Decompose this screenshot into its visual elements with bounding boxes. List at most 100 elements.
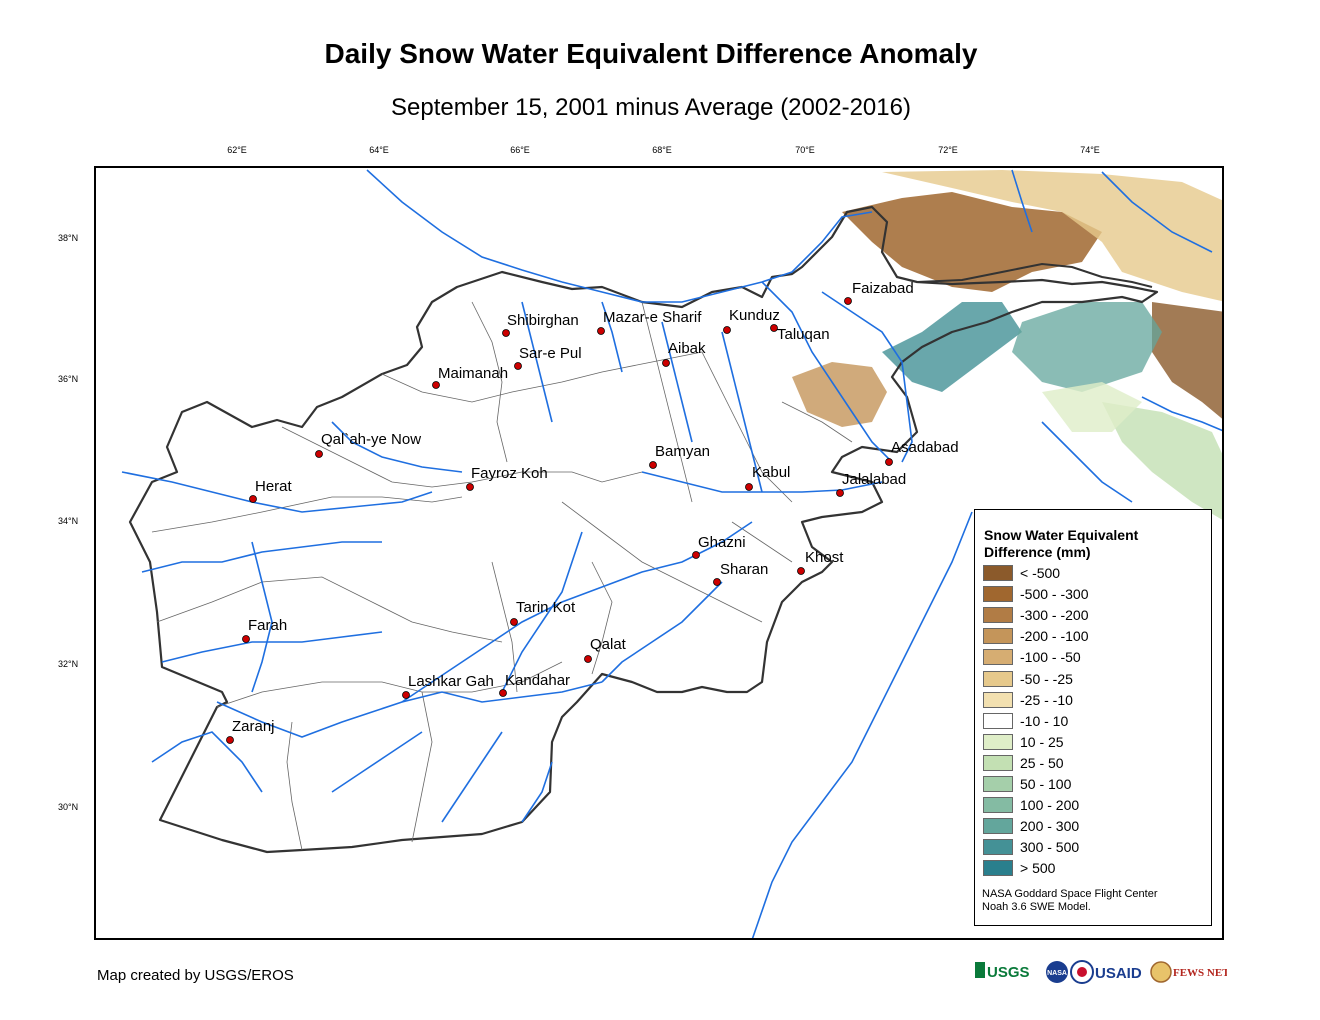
- lon-tick-label: 68°E: [652, 145, 672, 155]
- city-label-khost: Khost: [805, 549, 844, 566]
- legend-swatch: [983, 586, 1013, 603]
- city-label-zaranj: Zaranj: [232, 718, 275, 735]
- city-label-kunduz: Kunduz: [729, 307, 780, 324]
- city-marker: [315, 450, 323, 458]
- legend-swatch: [983, 649, 1013, 666]
- legend-title-line2: Difference (mm): [984, 544, 1091, 560]
- city-label-sharan: Sharan: [720, 561, 769, 578]
- city-label-qalah-ye-now: Qal`ah-ye Now: [321, 431, 422, 448]
- city-marker: [797, 567, 805, 575]
- legend-title: Snow Water Equivalent Difference (mm): [984, 527, 1138, 561]
- city-label-qalat: Qalat: [590, 636, 626, 653]
- swe-patch-brown: [1152, 302, 1222, 419]
- city-marker: [770, 324, 778, 332]
- city-marker: [242, 635, 250, 643]
- legend-credit-line1: NASA Goddard Space Flight Center: [982, 888, 1158, 900]
- usgs-logo-text: USGS: [987, 964, 1030, 981]
- legend-swatch: [983, 776, 1013, 792]
- lat-tick-label: 38°N: [58, 233, 79, 243]
- afghanistan-boundary: [128, 205, 1159, 854]
- city-label-kandahar: Kandahar: [505, 672, 571, 689]
- map-credit-footer: Map created by USGS/EROS: [97, 967, 294, 984]
- swe-patch-green: [1102, 402, 1222, 520]
- legend-item-label: -300 - -200: [1020, 607, 1089, 624]
- fews-net-logo: FEWS NET: [1150, 961, 1227, 983]
- swe-patch-green: [1042, 382, 1142, 432]
- city-marker: [649, 461, 657, 469]
- city-label-lashkar-gah: Lashkar Gah: [408, 673, 494, 690]
- usgs-logo: USGS: [975, 962, 1030, 981]
- legend-item-label: < -500: [1020, 565, 1061, 581]
- city-marker: [692, 551, 700, 559]
- city-marker: [466, 483, 474, 491]
- swe-patch-brown: [842, 192, 1102, 292]
- city-label-maimanah: Maimanah: [438, 365, 509, 382]
- city-label-faizabad: Faizabad: [852, 280, 914, 297]
- nasa-logo-text: NASA: [1047, 970, 1067, 977]
- city-label-mazar-e-sharif: Mazar-e Sharif: [603, 309, 702, 326]
- swe-anomaly-patches: [792, 170, 1222, 520]
- legend-item-label: -200 - -100: [1020, 628, 1089, 645]
- lon-tick-label: 66°E: [510, 145, 530, 155]
- city-marker: [226, 736, 234, 744]
- legend-swatch: [983, 565, 1013, 581]
- city-label-taluqan: Taluqan: [777, 326, 830, 343]
- legend-item-label: 300 - 500: [1020, 839, 1080, 856]
- map-canvas: [121, 169, 1222, 938]
- city-label-aibak: Aibak: [668, 340, 706, 357]
- city-marker: [514, 362, 522, 370]
- usaid-logo-text: USAID: [1095, 965, 1142, 982]
- legend-swatch: [983, 860, 1013, 877]
- city-label-tarin-kot: Tarin Kot: [516, 599, 576, 616]
- city-marker: [499, 689, 507, 697]
- legend-item-label: -50 - -25: [1020, 670, 1073, 687]
- city-marker: [249, 495, 257, 503]
- swe-patch-teal: [882, 302, 1022, 392]
- legend-swatch: [983, 818, 1013, 835]
- city-marker: [885, 458, 893, 466]
- city-marker: [662, 359, 670, 367]
- lat-tick-label: 32°N: [58, 659, 79, 669]
- agency-logos: USGS NASA USAID FEWS NET: [975, 960, 1227, 984]
- lat-tick-label: 36°N: [58, 374, 79, 384]
- map-legend: Snow Water Equivalent Difference (mm) < …: [974, 509, 1212, 926]
- city-marker: [745, 483, 753, 491]
- lon-tick-label: 64°E: [369, 145, 389, 155]
- lon-tick-label: 72°E: [938, 145, 958, 155]
- city-marker: [502, 329, 510, 337]
- city-label-fayroz-koh: Fayroz Koh: [471, 465, 548, 482]
- lon-tick-label: 62°E: [227, 145, 247, 155]
- legend-swatch: [983, 691, 1013, 708]
- city-marker: [584, 655, 592, 663]
- legend-swatch: [983, 712, 1013, 729]
- city-label-herat: Herat: [255, 478, 292, 495]
- lat-tick-label: 30°N: [58, 802, 79, 812]
- legend-credit: NASA Goddard Space Flight Center Noah 3.…: [982, 888, 1157, 914]
- legend-credit-line2: Noah 3.6 SWE Model.: [982, 901, 1091, 913]
- city-label-bamyan: Bamyan: [655, 443, 711, 460]
- city-label-sar-e-pul: Sar-e Pul: [519, 345, 582, 362]
- legend-item-label: -10 - 10: [1020, 712, 1069, 729]
- legend-item-label: 50 - 100: [1020, 776, 1072, 792]
- city-label-asadabad: Asadabad: [891, 439, 959, 456]
- legend-swatch: [983, 797, 1013, 814]
- nasa-logo: NASA: [1046, 961, 1068, 983]
- legend-swatch: [983, 754, 1013, 771]
- city-marker: [723, 326, 731, 334]
- province-boundaries: [151, 301, 853, 851]
- fews-net-logo-text: FEWS NET: [1173, 967, 1227, 979]
- map-subtitle: September 15, 2001 minus Average (2002-2…: [391, 94, 911, 121]
- legend-item-label: -100 - -50: [1020, 649, 1081, 666]
- city-marker: [836, 489, 844, 497]
- city-marker: [844, 297, 852, 305]
- lon-tick-label: 70°E: [795, 145, 815, 155]
- lat-tick-label: 34°N: [58, 516, 79, 526]
- legend-swatch: [983, 628, 1013, 645]
- city-label-kabul: Kabul: [752, 464, 791, 481]
- city-label-shibirghan: Shibirghan: [507, 312, 579, 329]
- city-marker: [597, 327, 605, 335]
- legend-swatch: [983, 607, 1013, 624]
- legend-title-line1: Snow Water Equivalent: [984, 527, 1139, 543]
- swe-patch-teal: [1012, 302, 1162, 392]
- city-marker: [510, 618, 518, 626]
